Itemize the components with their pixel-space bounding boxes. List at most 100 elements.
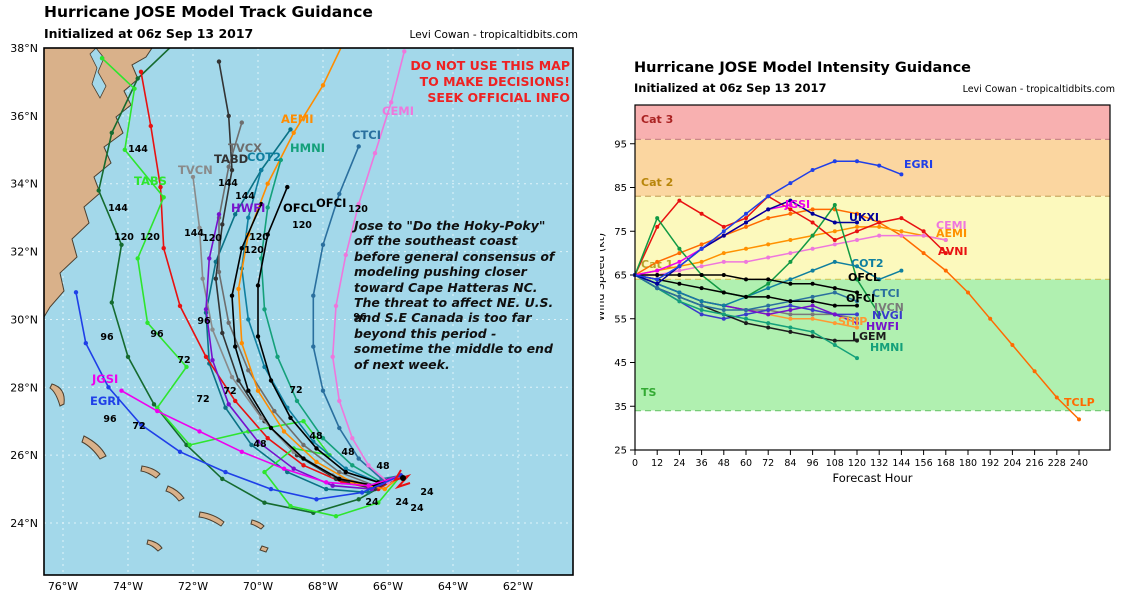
island: [146, 539, 163, 552]
track-point-tabs: [132, 86, 137, 91]
ctci-label: CTCI: [352, 128, 381, 142]
series-point-ctci: [699, 303, 704, 308]
track-point-hmni: [350, 463, 355, 468]
hour-label: 120: [202, 233, 222, 244]
track-point-egri: [177, 449, 183, 454]
model-tracks: [73, 48, 412, 519]
track-point-avni: [177, 303, 183, 309]
series-point-unlabeled-green: [788, 259, 793, 264]
track-point-cemi: [372, 151, 378, 156]
track-point-egri: [359, 490, 365, 495]
track-point-jgsi: [239, 449, 244, 454]
hour-label: 72: [289, 385, 302, 396]
y-tick-label: 55: [614, 314, 627, 325]
ctci-label: CTCI: [872, 287, 900, 300]
island: [259, 545, 269, 553]
series-point-ofcl: [721, 273, 726, 277]
track-point-tvcx: [226, 320, 231, 325]
series-point-ukxi: [832, 220, 837, 225]
track-point-aemi: [255, 388, 261, 393]
series-point-nvgi: [744, 312, 748, 317]
series-point-hmni: [677, 299, 682, 304]
hmni-label: HMNI: [870, 341, 903, 354]
series-point-tclp: [921, 251, 926, 256]
lon-axis-label: 72°W: [178, 580, 208, 593]
series-point-egri: [766, 194, 771, 199]
track-point-tvcn: [229, 374, 235, 380]
series-point-ofcl: [855, 290, 859, 295]
series-point-tclp: [677, 251, 682, 256]
series-point-ivcn: [788, 312, 793, 317]
x-tick-label: 96: [807, 458, 819, 469]
series-point-tclp: [943, 268, 948, 273]
lon-axis-label: 68°W: [308, 580, 338, 593]
series-point-avni: [921, 229, 926, 234]
series-point-ctci: [655, 286, 660, 291]
series-point-hwfi: [832, 312, 837, 317]
track-hwfi: [205, 214, 402, 490]
track-unlabeled-2: [205, 128, 402, 494]
series-point-unlabeled-green: [855, 277, 859, 282]
track-point-tvcn: [200, 276, 205, 281]
track-point-ofci: [288, 415, 293, 420]
series-point-cot2: [721, 303, 726, 308]
series-point-ofci: [721, 290, 726, 295]
lon-axis-label: 64°W: [438, 580, 468, 593]
band-cat-2: [635, 139, 1110, 197]
track-point-tabs: [288, 503, 293, 509]
hour-label: 96: [150, 329, 164, 340]
series-point-ivcn: [810, 312, 815, 317]
track-point-tvcn: [210, 327, 215, 332]
track-ofcl: [231, 203, 402, 487]
track-point-hwfi: [330, 483, 335, 488]
series-point-ctci: [677, 294, 682, 299]
series-point-egri: [677, 264, 682, 269]
track-point-tabs: [155, 405, 160, 410]
lon-axis-label: 76°W: [48, 580, 78, 593]
series-point-ukxi: [744, 220, 748, 225]
avni-label: AVNI: [938, 245, 968, 258]
track-point-hmni: [262, 307, 267, 312]
track-point-tabs: [99, 56, 105, 61]
track-point-unlabeled-1: [125, 354, 131, 359]
track-point-tabd: [220, 330, 225, 336]
track-point-tvcn: [190, 174, 196, 180]
storm-center-marker: [400, 475, 406, 481]
track-point-cemi: [356, 201, 361, 207]
track-point-tvcx: [246, 368, 251, 373]
x-tick-label: 192: [981, 458, 999, 469]
series-point-ukxi: [788, 198, 793, 203]
series-point-ivcn: [855, 316, 859, 321]
series-point-lgem: [766, 325, 771, 330]
track-point-cemi: [333, 303, 339, 309]
track-point-ofci: [343, 469, 348, 475]
hour-label: 96: [100, 332, 114, 343]
land-masses: [44, 48, 269, 553]
series-point-hwfi: [810, 303, 815, 308]
track-point-unlabeled-1: [135, 76, 140, 81]
hwfi-label: HWFI: [866, 320, 899, 333]
track-jgsi: [121, 390, 402, 487]
hour-label: 48: [341, 447, 355, 458]
y-tick-label: 85: [614, 183, 627, 194]
track-point-hwfi: [216, 212, 222, 217]
band-label-cat-3: Cat 3: [641, 113, 673, 126]
series-point-hmni: [855, 356, 859, 361]
series-point-cemi: [744, 259, 748, 264]
series-point-tclp: [788, 211, 793, 216]
series-point-unlabeled-green: [766, 281, 771, 286]
series-point-egri: [721, 229, 726, 234]
y-tick-label: 75: [614, 227, 627, 238]
x-tick-label: 240: [1070, 458, 1088, 469]
hour-label: 72: [177, 355, 190, 366]
track-point-aemi: [281, 429, 287, 434]
track-point-cemi: [366, 463, 371, 468]
track-point-hmni: [294, 398, 300, 404]
series-point-hmni: [721, 312, 726, 317]
series-point-aemi: [721, 251, 726, 256]
series-point-ofci: [788, 299, 793, 304]
x-tick-label: 216: [1026, 458, 1044, 469]
hmni-label: HMNI: [290, 141, 325, 155]
lat-axis-label: 28°N: [10, 381, 38, 394]
